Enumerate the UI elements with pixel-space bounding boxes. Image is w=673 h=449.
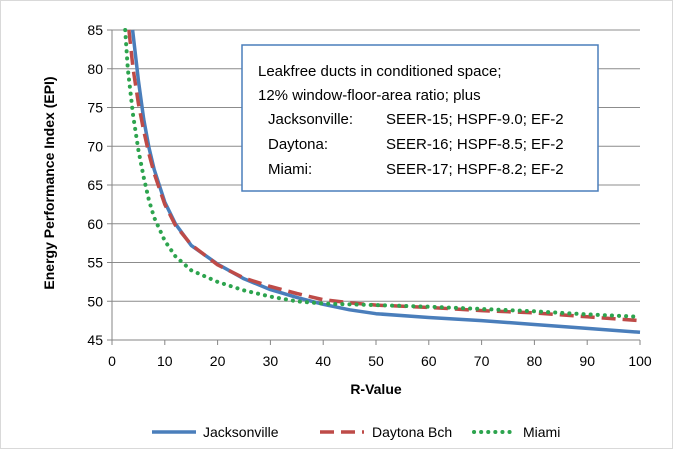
annotation-city-3: Miami: xyxy=(268,161,312,178)
x-tick-label-1: 10 xyxy=(157,353,173,369)
y-tick-label-1: 50 xyxy=(87,293,103,309)
legend: Jacksonville Daytona Bch Miami xyxy=(152,424,560,440)
x-axis-ticks: 0 10 20 30 40 50 60 70 80 90 100 xyxy=(108,340,652,369)
legend-label-miami: Miami xyxy=(523,424,560,440)
y-tick-label-3: 60 xyxy=(87,216,103,232)
series-layer xyxy=(123,28,642,335)
x-tick-label-4: 40 xyxy=(315,353,331,369)
series-line-miami xyxy=(123,28,642,319)
x-tick-label-7: 70 xyxy=(474,353,490,369)
y-tick-label-6: 75 xyxy=(87,100,103,116)
annotation-spec-3: SEER-17; HSPF-8.2; EF-2 xyxy=(386,161,564,178)
annotation-box: Leakfree ducts in conditioned space; 12%… xyxy=(241,44,599,192)
annotation-city-2: Daytona: xyxy=(268,136,328,153)
annotation-line-2: 12% window-floor-area ratio; plus xyxy=(258,87,481,104)
annotation-spec-1: SEER-15; HSPF-9.0; EF-2 xyxy=(386,111,564,128)
x-tick-label-6: 60 xyxy=(421,353,437,369)
x-tick-label-0: 0 xyxy=(108,353,116,369)
x-tick-label-8: 80 xyxy=(527,353,543,369)
y-axis-title: Energy Performance Index (EPI) xyxy=(41,76,57,289)
annotation-spec-2: SEER-16; HSPF-8.5; EF-2 xyxy=(386,136,564,153)
x-tick-label-9: 90 xyxy=(579,353,595,369)
legend-label-daytona: Daytona Bch xyxy=(372,424,452,440)
x-tick-label-3: 30 xyxy=(263,353,279,369)
y-tick-label-7: 80 xyxy=(87,61,103,77)
y-tick-label-5: 70 xyxy=(87,138,103,154)
legend-label-jacksonville: Jacksonville xyxy=(203,424,279,440)
y-axis-ticks: 45 50 55 60 65 70 75 80 85 xyxy=(87,22,112,348)
annotation-frame xyxy=(241,44,599,192)
y-tick-label-2: 55 xyxy=(87,255,103,271)
y-tick-label-8: 85 xyxy=(87,22,103,38)
annotation-line-1: Leakfree ducts in conditioned space; xyxy=(258,63,502,80)
y-tick-label-0: 45 xyxy=(87,332,103,348)
x-tick-label-2: 20 xyxy=(210,353,226,369)
y-tick-label-4: 65 xyxy=(87,177,103,193)
series-line-jacksonville xyxy=(130,29,641,335)
x-tick-label-10: 100 xyxy=(628,353,652,369)
x-axis-title: R-Value xyxy=(350,381,402,397)
annotation-city-1: Jacksonville: xyxy=(268,111,353,128)
x-tick-label-5: 50 xyxy=(368,353,384,369)
